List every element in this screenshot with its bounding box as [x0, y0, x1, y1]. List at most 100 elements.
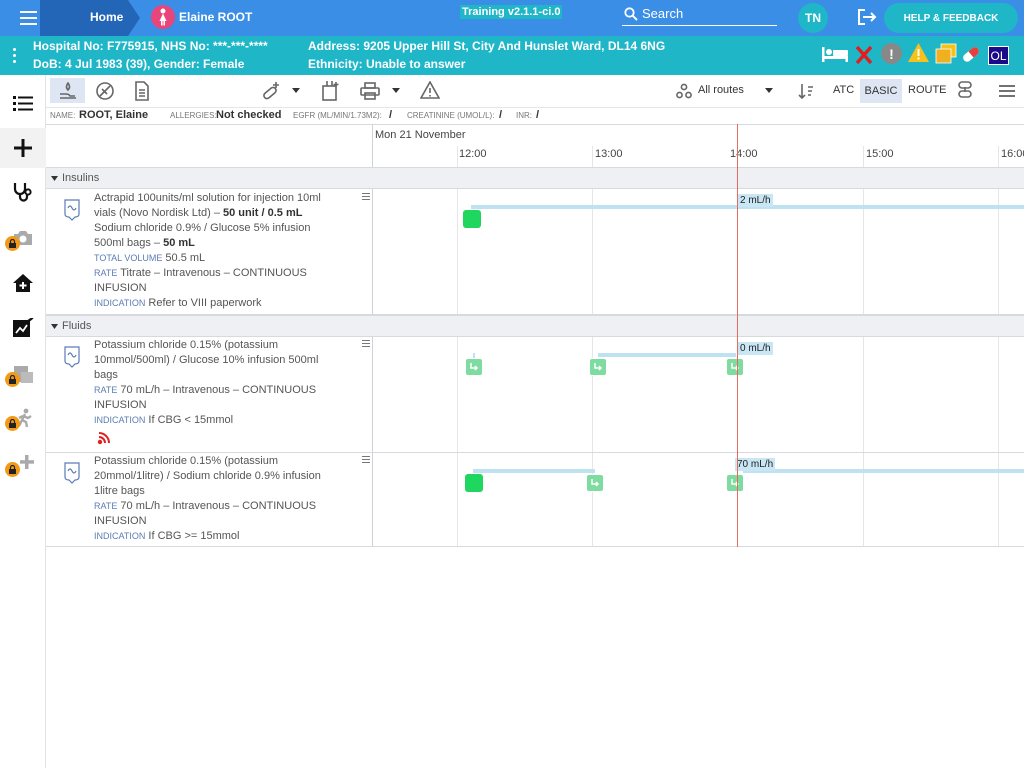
lock-icon [5, 462, 20, 477]
chart-toolbar: All routes ATC BASIC ROUTE [46, 75, 1024, 108]
total-volume: TOTAL VOLUME 50.5 mL [94, 252, 206, 264]
med-row[interactable]: Potassium chloride 0.15% (potassium 20mm… [46, 453, 1024, 547]
med-name-line: 1litre bags [94, 485, 145, 497]
sidebar-item-list[interactable] [0, 83, 46, 123]
user-avatar[interactable]: TN [798, 3, 828, 33]
home-crumb[interactable] [40, 0, 140, 36]
sidebar-item-add[interactable] [0, 128, 46, 168]
hour-gridline [998, 146, 999, 547]
bag-change-marker[interactable] [465, 358, 483, 376]
add-medication-icon[interactable] [261, 80, 283, 102]
sidebar-item-mobility[interactable] [0, 398, 46, 438]
infusion-bar[interactable] [598, 353, 736, 357]
allergies-value[interactable]: Not checked [216, 109, 282, 121]
bag-change-arrow-icon [731, 479, 740, 487]
add-infusion-icon[interactable] [321, 80, 341, 102]
help-feedback-button[interactable]: HELP & FEEDBACK [884, 3, 1018, 33]
sidebar-item-camera[interactable] [0, 218, 46, 258]
bag-change-marker[interactable] [586, 474, 604, 492]
search-icon [624, 7, 638, 21]
med-rate: RATE Titrate – Intravenous – CONTINUOUS [94, 267, 307, 279]
administered-marker[interactable] [465, 474, 483, 492]
infusion-bar[interactable] [473, 353, 475, 359]
row-menu-icon[interactable] [362, 340, 370, 347]
clinical-info-bar: NAME: ROOT, Elaine ALLERGIES: Not checke… [46, 108, 1024, 124]
infusion-bar[interactable] [743, 469, 1024, 473]
print-icon[interactable] [360, 82, 380, 100]
med-row[interactable]: Actrapid 100units/ml solution for inject… [46, 189, 1024, 315]
pill-cancel-icon[interactable] [95, 81, 115, 101]
sidebar-item-home-care[interactable] [0, 263, 46, 303]
atc-tab[interactable]: ATC [833, 84, 855, 96]
infusion-bar[interactable] [473, 469, 595, 473]
warning-triangle-icon[interactable] [907, 42, 930, 63]
bag-change-marker[interactable] [726, 358, 744, 376]
chevron-down-icon[interactable] [765, 88, 773, 93]
group-insulins[interactable]: Insulins [46, 167, 1024, 189]
more-vertical-icon[interactable] [13, 48, 17, 64]
row-menu-icon[interactable] [362, 193, 370, 200]
basic-tab[interactable]: BASIC [860, 79, 902, 103]
bag-change-marker[interactable] [726, 474, 744, 492]
search-box[interactable]: Search [622, 4, 777, 26]
med-rate-cont: INFUSION [94, 399, 147, 411]
date-of-birth: DoB: 4 Jul 1983 (39), Gender: Female [33, 57, 245, 71]
patient-name[interactable]: Elaine ROOT [179, 10, 253, 24]
route-tab[interactable]: ROUTE [908, 84, 947, 96]
document-icon[interactable] [134, 81, 150, 101]
med-name-line: 10mmol/500ml) / Glucose 10% infusion 500… [94, 354, 319, 366]
row-menu-icon[interactable] [362, 456, 370, 463]
med-indication: INDICATION If CBG < 15mmol [94, 414, 234, 426]
chevron-down-icon[interactable] [392, 88, 400, 93]
caret-down-icon[interactable] [51, 324, 58, 329]
sort-icon[interactable] [798, 83, 814, 99]
list-icon [13, 96, 33, 111]
time-tick: 12:00 [459, 148, 487, 160]
hour-gridline [457, 146, 458, 547]
hour-gridline [863, 146, 864, 547]
bag-change-marker[interactable] [589, 358, 607, 376]
med-rate: RATE 70 mL/h – Intravenous – CONTINUOUS [94, 384, 317, 396]
med-indication: INDICATION Refer to VIII paperwork [94, 297, 262, 309]
menu-icon[interactable] [20, 11, 37, 25]
med-indication: INDICATION If CBG >= 15mmol [94, 530, 240, 542]
med-row[interactable]: Potassium chloride 0.15% (potassium 10mm… [46, 337, 1024, 453]
sidebar-item-observations[interactable] [0, 172, 46, 212]
sidebar-item-charting[interactable] [0, 308, 46, 348]
egfr-key: EGFR (ML/MIN/1.73M2): [293, 111, 382, 120]
sidebar-item-medical-add[interactable] [0, 444, 46, 484]
cross-red-icon[interactable] [855, 45, 873, 65]
egfr-value: / [389, 109, 393, 121]
home-link[interactable]: Home [90, 10, 124, 24]
hamburger-menu-icon[interactable] [999, 85, 1015, 97]
administer-view-button[interactable] [50, 78, 85, 103]
allergies-key: ALLERGIES: [170, 111, 217, 120]
lock-icon [5, 372, 20, 387]
alert-circle-icon[interactable]: ! [881, 43, 902, 64]
bed-icon[interactable] [821, 45, 849, 63]
folders-icon[interactable] [935, 43, 957, 64]
warning-icon[interactable] [420, 81, 440, 99]
logout-icon[interactable] [857, 8, 879, 26]
time-tick: 14:00 [730, 148, 758, 160]
caret-down-icon[interactable] [51, 176, 58, 181]
bag-change-arrow-icon [594, 363, 603, 371]
med-rate-cont: INFUSION [94, 282, 147, 294]
chart-edit-icon [13, 318, 34, 337]
pill-icon[interactable] [960, 44, 982, 65]
link-icon[interactable] [957, 81, 973, 99]
sidebar-item-notes[interactable] [0, 354, 46, 394]
chevron-down-icon[interactable] [292, 88, 300, 93]
infusion-bar[interactable] [471, 205, 1024, 209]
ol-badge[interactable]: OL [988, 46, 1009, 65]
med-name-line: Sodium chloride 0.9% / Glucose 5% infusi… [94, 222, 311, 234]
infusion-rate-label: 0 mL/h [738, 342, 773, 355]
inr-key: INR: [516, 111, 532, 120]
group-fluids[interactable]: Fluids [46, 315, 1024, 337]
name-value: ROOT, Elaine [79, 109, 149, 121]
training-badge: Training v2.1.1-ci.0 [460, 5, 563, 19]
patient-address: Address: 9205 Upper Hill St, City And Hu… [308, 39, 666, 53]
administered-marker[interactable] [463, 210, 481, 228]
routes-select[interactable]: All routes [698, 84, 744, 96]
med-name-line: vials (Novo Nordisk Ltd) – 50 unit / 0.5… [94, 207, 303, 219]
